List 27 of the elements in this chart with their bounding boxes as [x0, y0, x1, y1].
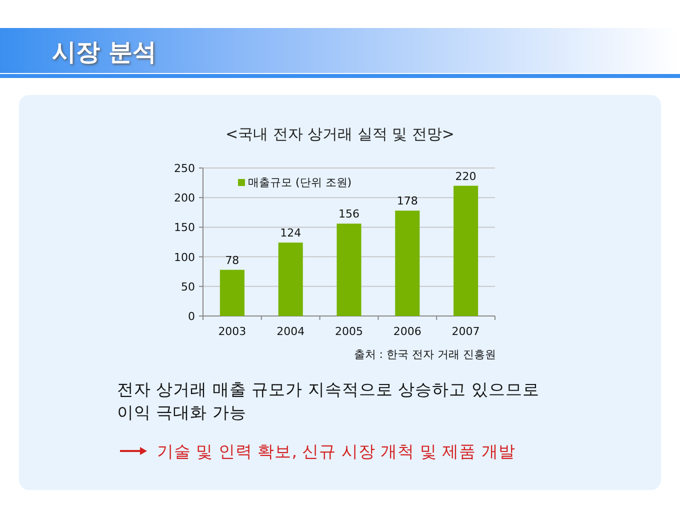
- data-label: 124: [280, 226, 302, 240]
- bar: [454, 186, 478, 316]
- legend-label: 매출규모 (단위 조원): [248, 176, 352, 189]
- x-tick-label: 2005: [335, 325, 363, 338]
- y-tick-label: 100: [174, 250, 195, 264]
- data-label: 178: [396, 194, 418, 208]
- x-tick-label: 2006: [393, 325, 422, 338]
- text: 기술 및 인력 확보, 신규 시장 개척 및 제품 개발: [157, 442, 516, 461]
- bar: [220, 270, 244, 316]
- x-tick-label: 2004: [276, 325, 305, 338]
- y-tick-label: 50: [181, 280, 195, 294]
- y-tick-label: 250: [174, 162, 195, 175]
- y-tick-label: 200: [174, 192, 195, 205]
- chart-title: 시장 분석: [52, 38, 156, 66]
- data-label: 220: [455, 170, 476, 183]
- y-tick-label: 150: [174, 221, 195, 234]
- chart-subtitle: <국내 전자 상거래 실적 및 전망>: [226, 125, 454, 143]
- x-tick-label: 2003: [218, 325, 246, 338]
- bar: [278, 242, 303, 316]
- data-label: 156: [338, 208, 360, 221]
- bar: [395, 210, 420, 316]
- bar: [336, 224, 362, 316]
- source-note: 출처 : 한국 전자 거래 진흥원: [354, 348, 496, 361]
- text: 전자 상거래 매출 규모가 지속적으로 상승하고 있으므로 이익 극대화 가능: [117, 379, 540, 424]
- x-tick-label: 2007: [452, 325, 480, 338]
- y-tick-label: 0: [188, 310, 195, 323]
- data-label: 78: [225, 254, 240, 267]
